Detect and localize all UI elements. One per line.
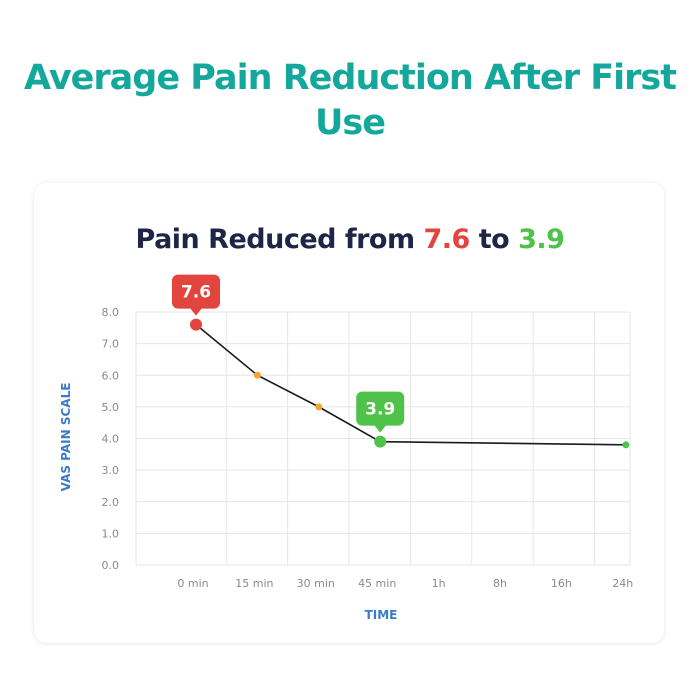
- x-tick-label: 16h: [551, 577, 572, 590]
- chart-title-middle: to: [469, 224, 519, 255]
- y-tick-label: 2.0: [102, 496, 120, 509]
- callout-pointer: [374, 425, 387, 433]
- callout-box: [356, 391, 405, 426]
- data-point: [315, 403, 323, 411]
- x-axis-label: TIME: [365, 608, 398, 622]
- callout-label: 7.6: [181, 283, 211, 303]
- y-tick-label: 4.0: [102, 433, 120, 446]
- x-tick-label: 0 min: [177, 577, 208, 590]
- x-tick-label: 45 min: [358, 577, 396, 590]
- y-axis-label: VAS PAIN SCALE: [59, 383, 73, 492]
- value-callouts: 7.6 3.9: [172, 274, 405, 433]
- data-point: [190, 318, 202, 331]
- x-tick-label: 1h: [432, 577, 446, 590]
- chart-title: Pain Reduced from 7.6 to 3.9: [0, 222, 700, 258]
- value-callout: 3.9: [356, 391, 405, 433]
- y-tick-label: 1.0: [102, 527, 120, 540]
- y-tick-label: 5.0: [102, 401, 120, 414]
- x-axis-ticks: 0 min 15 min 30 min 45 min 1h 8h 16h 24h: [177, 577, 633, 590]
- callout-box: [172, 274, 220, 309]
- data-point: [253, 371, 261, 379]
- callout-pointer: [190, 308, 202, 316]
- chart-title-from-value: 7.6: [423, 224, 471, 255]
- y-axis-ticks: 0.0 1.0 2.0 3.0 4.0 5.0 6.0 7.0 8.0: [102, 306, 120, 572]
- y-tick-label: 7.0: [102, 338, 120, 351]
- chart-title-to-value: 3.9: [518, 224, 565, 255]
- y-tick-label: 0.0: [102, 559, 120, 572]
- y-tick-label: 6.0: [102, 369, 120, 382]
- x-tick-label: 8h: [493, 577, 507, 590]
- chart-grid: [135, 311, 631, 566]
- callout-label: 3.9: [365, 400, 395, 420]
- y-tick-label: 3.0: [102, 464, 120, 477]
- data-point: [622, 441, 630, 449]
- page-title: Average Pain Reduction After First Use: [24, 58, 677, 143]
- series-points: [190, 318, 630, 449]
- chart-title-prefix: Pain Reduced from: [135, 224, 424, 255]
- value-callout: 7.6: [172, 274, 220, 316]
- y-tick-label: 8.0: [102, 306, 120, 319]
- x-tick-label: 15 min: [235, 577, 273, 590]
- x-tick-label: 30 min: [297, 577, 335, 590]
- data-point: [374, 435, 387, 448]
- x-tick-label: 24h: [612, 577, 633, 590]
